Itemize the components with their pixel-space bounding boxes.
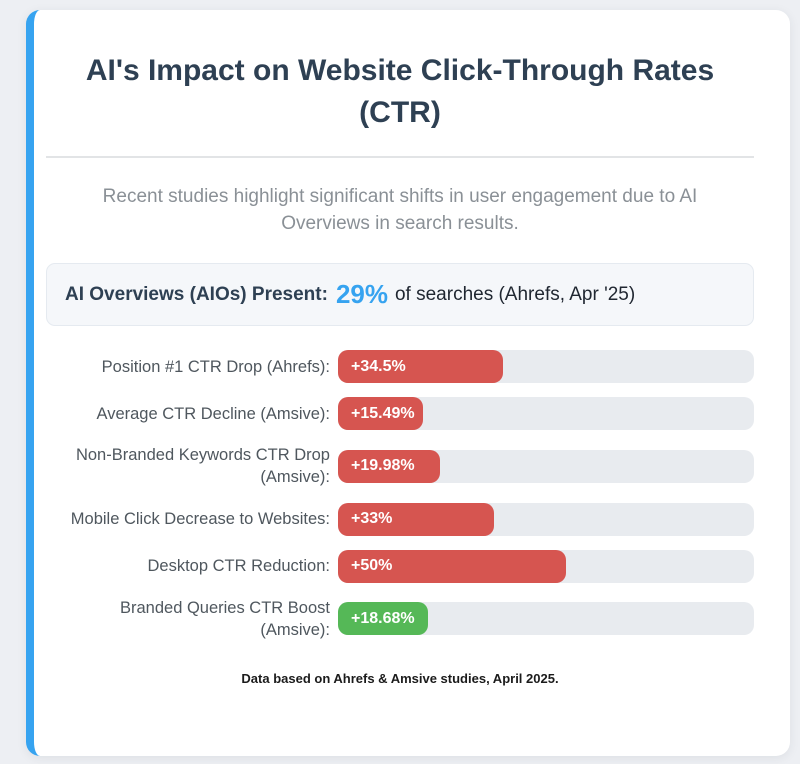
aio-banner-label: AI Overviews (AIOs) Present: — [65, 283, 328, 305]
chart-row: Mobile Click Decrease to Websites: +33% — [46, 502, 754, 536]
bar-track: +19.98% — [338, 449, 754, 483]
aio-percentage-value: 29% — [335, 279, 388, 310]
chart-row: Branded Queries CTR Boost (Amsive): +18.6… — [46, 597, 754, 642]
bar-category-label: Non-Branded Keywords CTR Drop (Amsive): — [75, 446, 330, 487]
subtitle: Recent studies highlight significant shi… — [102, 186, 698, 234]
bar-category-label: Branded Queries CTR Boost (Amsive): — [119, 598, 330, 639]
aio-presence-banner: AI Overviews (AIOs) Present: 29% of sear… — [46, 263, 754, 327]
chart-row: Average CTR Decline (Amsive): +15.49% — [46, 397, 754, 431]
bar-track: +50% — [338, 549, 754, 583]
bar-fill: +34.5% — [338, 350, 503, 384]
bar-category-label: Position #1 CTR Drop (Ahrefs): — [101, 357, 330, 376]
chart-row: Desktop CTR Reduction: +50% — [46, 549, 754, 583]
bar-category-label: Average CTR Decline (Amsive): — [96, 404, 330, 423]
bar-track: +33% — [338, 502, 754, 536]
infographic-card: AI's Impact on Website Click-Through Rat… — [26, 10, 790, 756]
bar-track: +15.49% — [338, 397, 754, 431]
bar-track: +18.68% — [338, 602, 754, 636]
chart-row: Position #1 CTR Drop (Ahrefs): +34.5% — [46, 350, 754, 384]
bar-fill: +15.49% — [338, 397, 423, 431]
bar-category-label: Desktop CTR Reduction: — [147, 557, 331, 576]
source-note: Data based on Ahrefs & Amsive studies, A… — [241, 671, 559, 687]
bar-fill: +18.68% — [338, 602, 428, 636]
bar-fill: +19.98% — [338, 449, 440, 483]
chart-row: Non-Branded Keywords CTR Drop (Amsive): +… — [46, 444, 754, 489]
aio-banner-suffix: of searches (Ahrefs, Apr '25) — [394, 283, 636, 305]
bar-track: +34.5% — [338, 350, 754, 384]
bar-chart: Position #1 CTR Drop (Ahrefs): +34.5% Aver… — [46, 350, 754, 641]
page-title: AI's Impact on Website Click-Through Rat… — [85, 54, 715, 129]
bar-fill: +33% — [338, 502, 495, 536]
bar-fill: +50% — [338, 549, 567, 583]
title-divider — [46, 156, 754, 158]
bar-category-label: Mobile Click Decrease to Websites: — [70, 510, 330, 529]
